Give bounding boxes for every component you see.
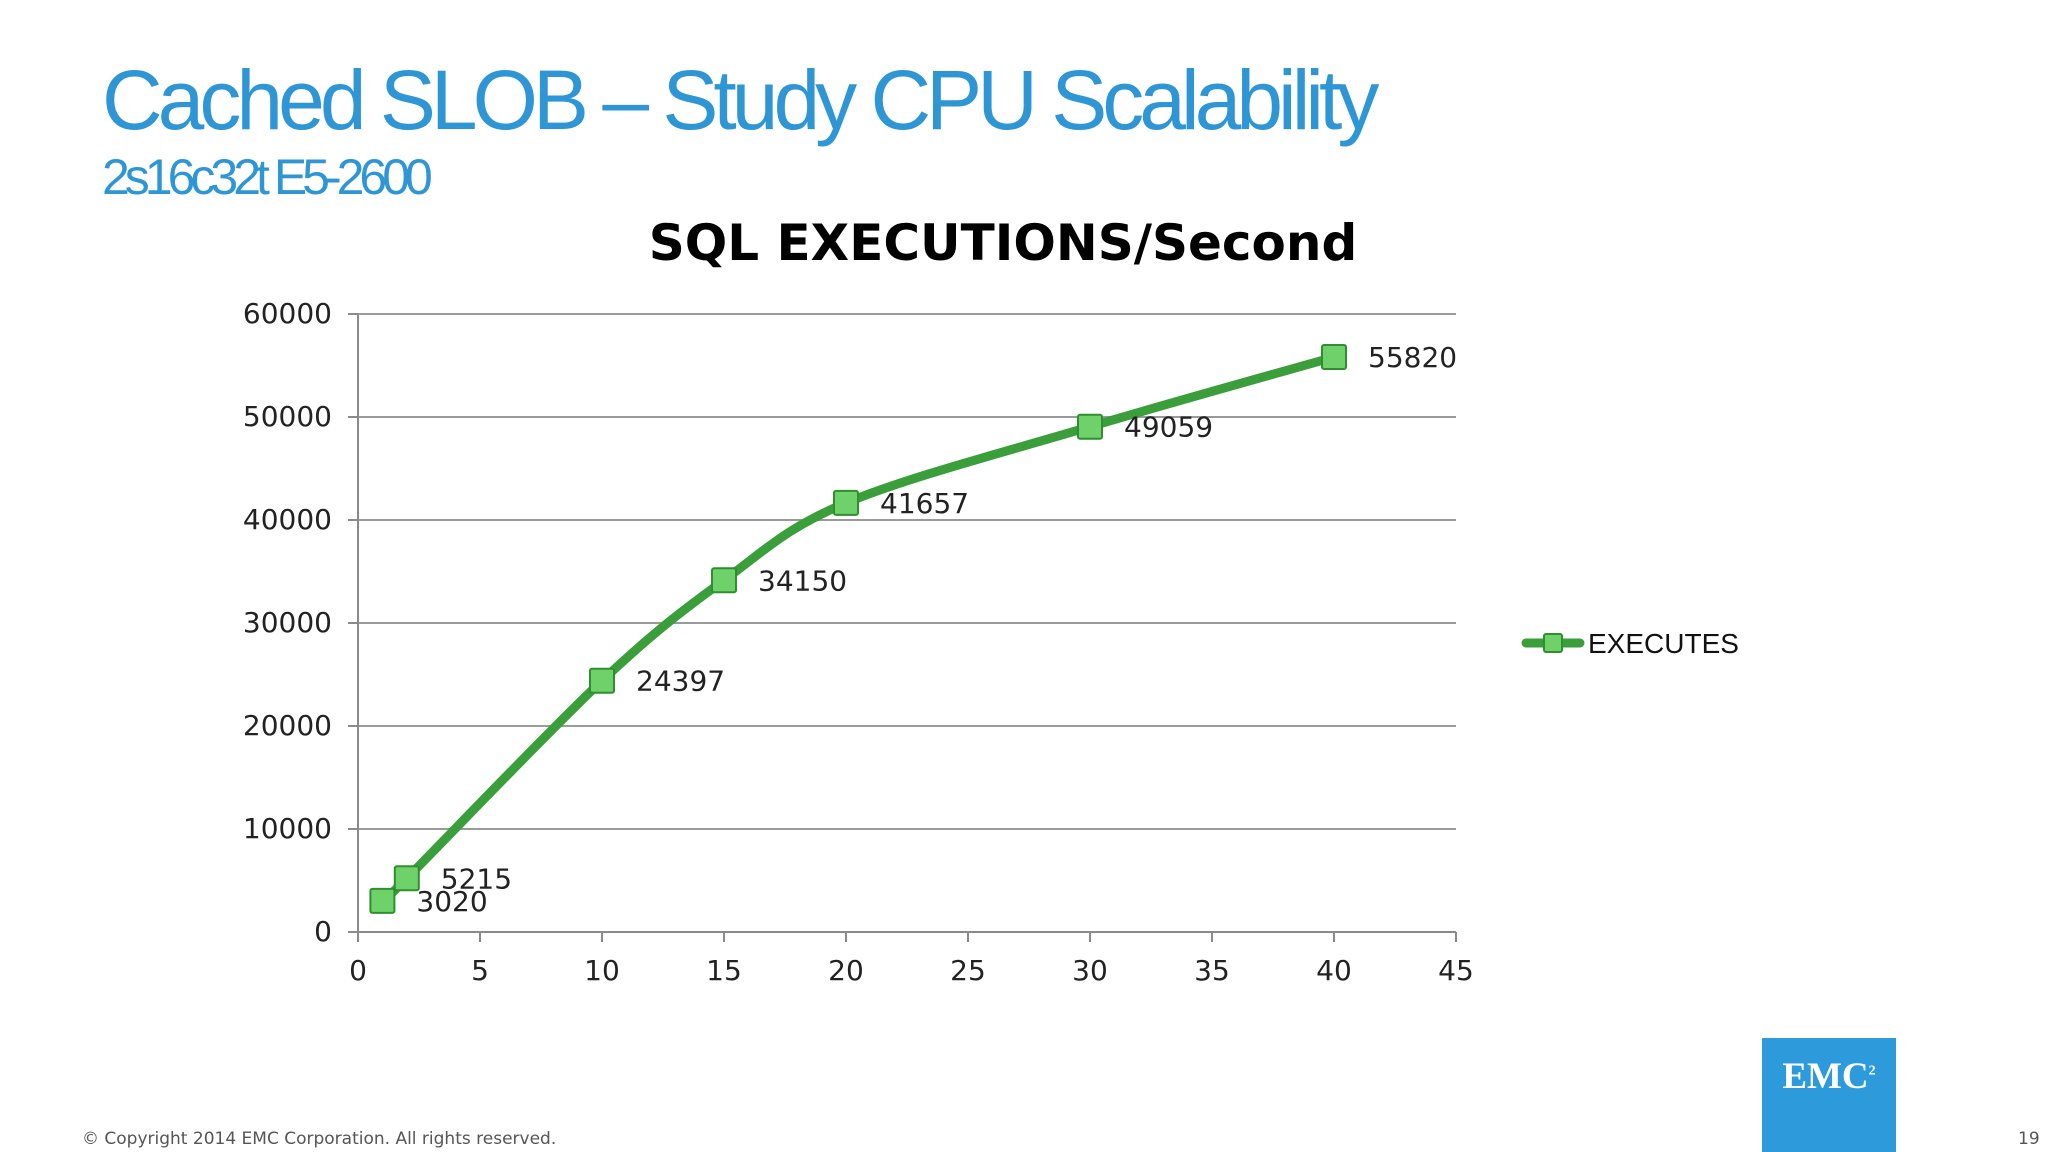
copyright-text: © Copyright 2014 EMC Corporation. All ri…: [82, 1129, 557, 1149]
data-label: 41657: [880, 487, 969, 520]
data-point: [1077, 413, 1103, 440]
x-tick-label: 20: [828, 954, 864, 987]
y-tick-label: 30000: [243, 606, 332, 639]
y-tick-label: 40000: [243, 503, 332, 536]
x-tick-label: 25: [950, 954, 986, 987]
logo-sup: 2: [1868, 1063, 1876, 1079]
y-tick-label: 50000: [243, 400, 332, 433]
x-tick-label: 5: [471, 954, 489, 987]
x-tick-label: 30: [1072, 954, 1108, 987]
data-label: 3020: [416, 885, 487, 918]
data-label: 24397: [636, 665, 725, 698]
data-point: [393, 865, 420, 892]
y-tick-label: 60000: [243, 297, 332, 330]
x-tick-label: 45: [1438, 954, 1474, 987]
data-point: [1321, 344, 1347, 371]
data-label: 55820: [1368, 341, 1457, 374]
x-tick-label: 35: [1194, 954, 1230, 987]
data-point: [369, 887, 396, 914]
chart-title: SQL EXECUTIONS/Second: [649, 214, 1358, 272]
data-label: 5215: [441, 862, 512, 895]
y-tick-label: 0: [314, 915, 332, 948]
page-number: 19: [2018, 1129, 2040, 1149]
data-point: [833, 489, 859, 516]
emc-logo: EMC2: [1762, 1038, 1896, 1152]
x-tick-label: 15: [706, 954, 742, 987]
slide-title: Cached SLOB – Study CPU Scalability: [102, 53, 1379, 147]
legend-label: EXECUTES: [1588, 628, 1739, 659]
x-tick-label: 0: [349, 954, 367, 987]
legend-marker: [1543, 633, 1563, 653]
x-tick-label: 40: [1316, 954, 1352, 987]
slide-subtitle: 2s16c32t E5-2600: [102, 149, 433, 205]
y-tick-label: 10000: [243, 812, 332, 845]
x-tick-label: 10: [584, 954, 620, 987]
logo-text: EMC: [1782, 1056, 1869, 1097]
data-label: 34150: [758, 564, 847, 597]
data-label: 49059: [1124, 411, 1213, 444]
data-point: [711, 567, 737, 594]
y-tick-label: 20000: [243, 709, 332, 742]
legend: EXECUTES: [1521, 628, 1739, 659]
data-point: [589, 667, 615, 694]
